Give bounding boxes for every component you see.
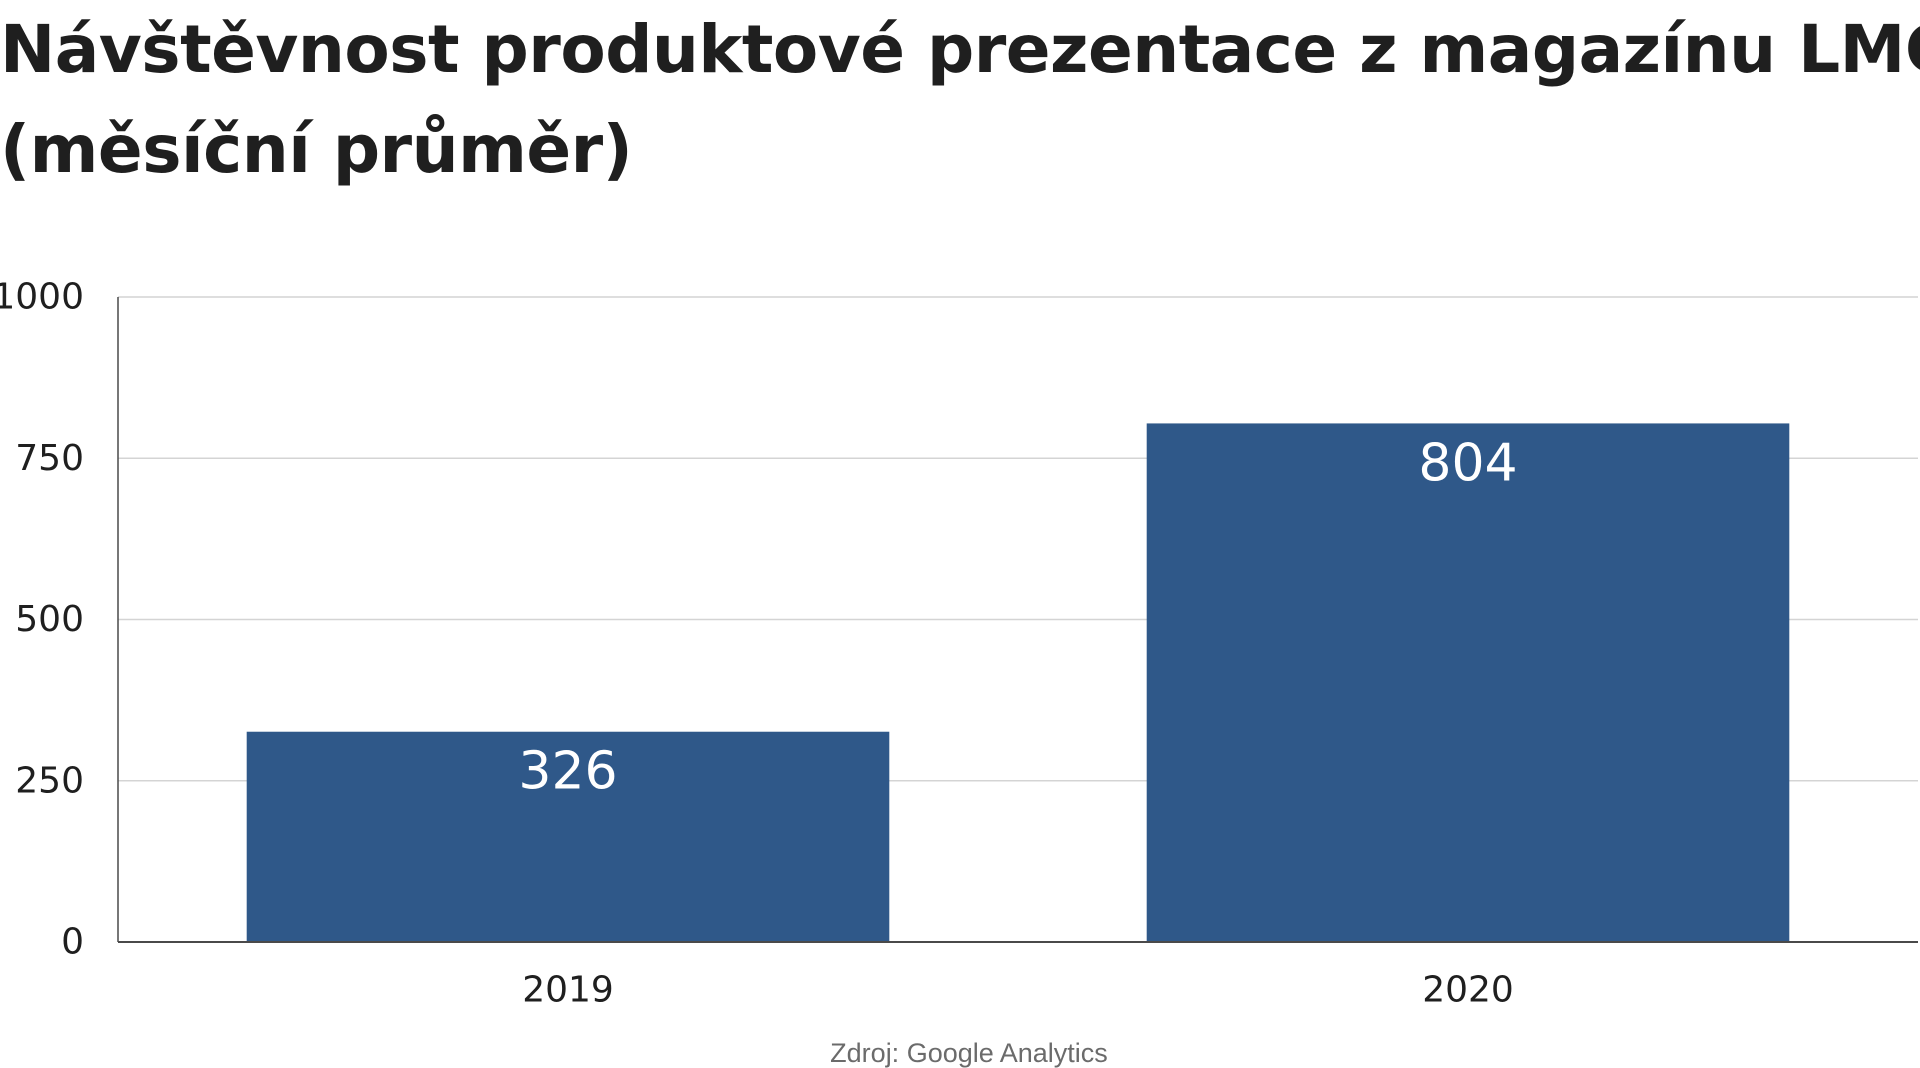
- source-note: Zdroj: Google Analytics: [830, 1038, 1108, 1068]
- bar-2020: [1146, 423, 1790, 942]
- y-tick-label: 0: [61, 922, 84, 963]
- y-tick-label: 1000: [0, 277, 84, 318]
- chart-title-line-1: Návštěvnost produktové prezentace z maga…: [0, 11, 1920, 88]
- x-tick-label-2020: 2020: [1422, 970, 1514, 1011]
- y-tick-label: 250: [15, 760, 84, 801]
- bar-2019: [246, 731, 890, 942]
- y-tick-label: 500: [15, 599, 84, 640]
- data-label-2019: 326: [518, 742, 617, 802]
- chart-title: Návštěvnost produktové prezentace z maga…: [0, 0, 1920, 200]
- chart-title-line-2: (měsíční průměr): [0, 111, 633, 188]
- bars: [246, 423, 1790, 942]
- labels: 0 250 500 750 1000 326 2019 804 2020 Zdroj: Googl…: [0, 277, 1518, 1068]
- x-tick-label-2019: 2019: [522, 970, 614, 1011]
- y-tick-label: 750: [15, 438, 84, 479]
- data-label-2020: 804: [1418, 433, 1517, 493]
- axes: [117, 297, 1918, 943]
